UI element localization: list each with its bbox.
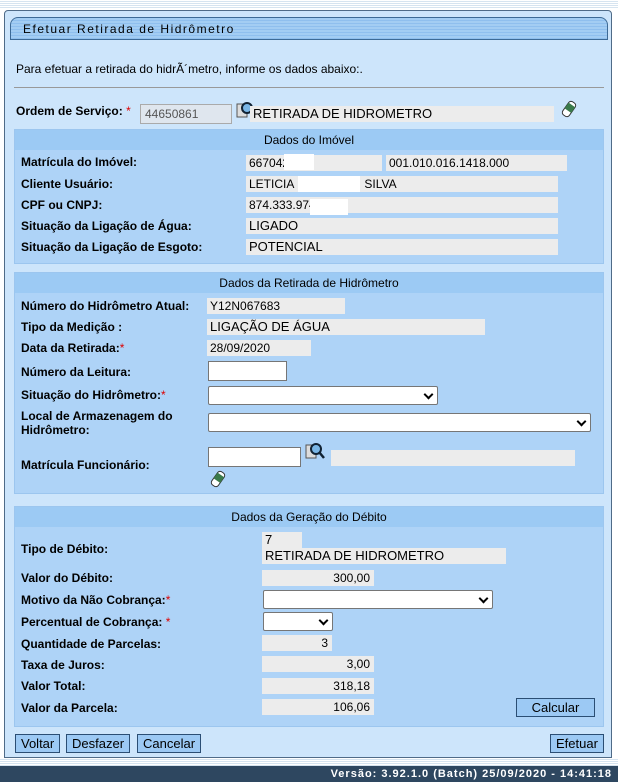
- search-icon[interactable]: [305, 441, 325, 461]
- data-retirada-value: 28/09/2020: [207, 340, 311, 356]
- redaction: [310, 199, 348, 215]
- eraser-icon[interactable]: [560, 100, 578, 118]
- page-title: Efetuar Retirada de Hidrômetro: [23, 22, 235, 36]
- local-armazenagem-select[interactable]: [208, 413, 591, 432]
- total-value: 318,18: [262, 678, 374, 694]
- ordem-servico-input[interactable]: 44650861: [140, 104, 232, 124]
- section-header: Dados da Geração do Débito: [15, 507, 603, 527]
- data-retirada-label: Data da Retirada:: [21, 341, 120, 355]
- funcionario-nome: [331, 450, 575, 466]
- numero-hidrometro-label: Número do Hidrômetro Atual:: [21, 299, 190, 313]
- funcionario-label: Matrícula Funcionário:: [21, 458, 150, 472]
- total-label: Valor Total:: [21, 679, 86, 693]
- divider: [14, 87, 604, 88]
- cliente-value: LETICIA SILVA: [246, 176, 558, 192]
- page-title-bar: Efetuar Retirada de Hidrômetro: [10, 17, 608, 40]
- parcela-label: Valor da Parcela:: [21, 701, 118, 715]
- esgoto-value: POTENCIAL: [246, 239, 558, 255]
- section-header: Dados do Imóvel: [15, 130, 603, 150]
- ordem-label: Ordem de Serviço:: [16, 104, 123, 118]
- esgoto-label: Situação da Ligação de Esgoto:: [21, 240, 203, 254]
- percentual-label: Percentual de Cobrança:: [21, 615, 163, 629]
- agua-label: Situação da Ligação de Água:: [21, 219, 192, 233]
- numero-hidrometro-value: Y12N067683: [207, 298, 345, 314]
- ordem-descricao: RETIRADA DE HIDROMETRO: [250, 106, 554, 122]
- eraser-icon[interactable]: [209, 470, 227, 488]
- inscricao-value: 001.010.016.1418.000: [386, 155, 567, 171]
- cancelar-button[interactable]: Cancelar: [137, 734, 202, 753]
- redaction: [284, 154, 314, 170]
- cpf-label: CPF ou CNPJ:: [21, 198, 103, 212]
- parcelas-value: 3: [262, 635, 332, 651]
- motivo-select[interactable]: [263, 590, 493, 609]
- calcular-button[interactable]: Calcular: [516, 698, 595, 717]
- desfazer-button[interactable]: Desfazer: [66, 734, 131, 753]
- juros-value: 3,00: [262, 656, 374, 672]
- tipo-debito-label: Tipo de Débito:: [21, 542, 109, 556]
- tipo-debito-code: 7: [262, 532, 302, 548]
- parcelas-label: Quantidade de Parcelas:: [21, 637, 162, 651]
- bottom-stripe: [0, 758, 618, 766]
- version-footer: Versão: 3.92.1.0 (Batch) 25/09/2020 - 14…: [0, 766, 618, 782]
- voltar-button[interactable]: Voltar: [15, 734, 61, 753]
- valor-debito-label: Valor do Débito:: [21, 571, 114, 585]
- tipo-medicao-value: LIGAÇÃO DE ÁGUA: [207, 319, 485, 335]
- funcionario-input[interactable]: [208, 447, 301, 467]
- section-header: Dados da Retirada de Hidrômetro: [15, 273, 603, 293]
- cliente-label: Cliente Usuário:: [21, 177, 114, 191]
- tipo-medicao-label: Tipo da Medição :: [21, 320, 123, 334]
- motivo-label: Motivo da Não Cobrança:: [21, 593, 166, 607]
- leitura-input[interactable]: [208, 361, 287, 381]
- efetuar-button[interactable]: Efetuar: [550, 734, 604, 753]
- leitura-label: Número da Leitura:: [21, 365, 132, 379]
- juros-label: Taxa de Juros:: [21, 658, 105, 672]
- cpf-value: 874.333.974: [246, 197, 558, 213]
- situacao-hidrometro-label: Situação do Hidrômetro:: [21, 388, 162, 402]
- matricula-label: Matrícula do Imóvel:: [21, 155, 138, 169]
- parcela-value: 106,06: [262, 699, 374, 715]
- valor-debito-value: 300,00: [262, 570, 374, 586]
- percentual-select[interactable]: [263, 612, 333, 631]
- intro-text: Para efetuar a retirada do hidrÃ´metro, …: [16, 62, 363, 76]
- local-armazenagem-label: Local de Armazenagem do Hidrômetro:: [21, 409, 173, 437]
- matricula-value: 667042: [246, 155, 382, 171]
- situacao-hidrometro-select[interactable]: [208, 386, 438, 405]
- tipo-debito-value: RETIRADA DE HIDROMETRO: [262, 548, 506, 564]
- top-stripe: [0, 0, 618, 8]
- agua-value: LIGADO: [246, 218, 558, 234]
